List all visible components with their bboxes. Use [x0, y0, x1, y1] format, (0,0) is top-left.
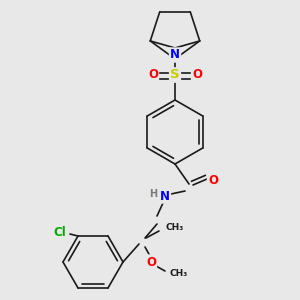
- Text: O: O: [146, 256, 156, 268]
- Text: CH₃: CH₃: [170, 269, 188, 278]
- Text: S: S: [170, 68, 180, 82]
- Text: CH₃: CH₃: [165, 224, 183, 232]
- Text: H: H: [149, 189, 157, 199]
- Text: Cl: Cl: [54, 226, 66, 238]
- Text: O: O: [208, 173, 218, 187]
- Text: O: O: [192, 68, 202, 82]
- Text: N: N: [170, 49, 180, 62]
- Text: N: N: [160, 190, 170, 202]
- Text: O: O: [148, 68, 158, 82]
